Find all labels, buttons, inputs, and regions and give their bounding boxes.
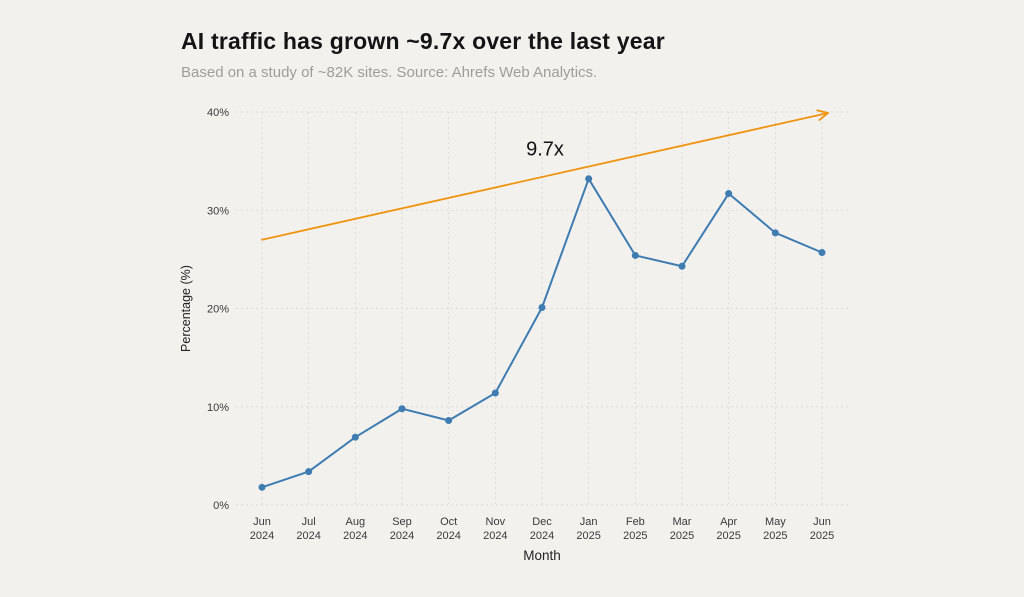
x-tick-label-month: Jun (813, 516, 831, 528)
data-point (678, 262, 686, 270)
x-tick-label-month: Nov (486, 516, 506, 528)
x-axis-label: Month (523, 548, 561, 563)
y-tick-label: 40% (207, 107, 229, 119)
data-point (398, 405, 406, 413)
x-tick-label-year: 2024 (250, 530, 274, 542)
data-point (305, 468, 313, 476)
x-tick-label-year: 2025 (576, 530, 600, 542)
x-tick-label-month: Oct (440, 516, 457, 528)
y-tick-label: 30% (207, 205, 229, 217)
data-point (445, 417, 453, 425)
x-tick-label-year: 2025 (810, 530, 834, 542)
data-point (771, 229, 779, 237)
x-tick-label-year: 2024 (390, 530, 414, 542)
y-tick-label: 0% (213, 500, 229, 512)
x-tick-label-year: 2024 (436, 530, 460, 542)
x-tick-label-month: Aug (346, 516, 366, 528)
y-tick-label: 10% (207, 402, 229, 414)
x-tick-label-month: Jan (580, 516, 598, 528)
trend-label: 9.7x (526, 138, 564, 160)
x-tick-label-year: 2025 (716, 530, 740, 542)
y-tick-label: 20% (207, 304, 229, 316)
x-tick-label-month: Mar (673, 516, 692, 528)
data-point (585, 175, 593, 183)
x-tick-label-year: 2024 (530, 530, 554, 542)
x-tick-label-month: Sep (392, 516, 412, 528)
x-tick-label-year: 2025 (670, 530, 694, 542)
x-tick-label-month: Apr (720, 516, 737, 528)
x-tick-label-year: 2025 (623, 530, 647, 542)
data-point (351, 433, 359, 441)
x-tick-label-month: Jun (253, 516, 271, 528)
chart-title: AI traffic has grown ~9.7x over the last… (181, 28, 665, 54)
data-point (725, 190, 733, 198)
data-point (258, 483, 266, 491)
x-tick-label-month: May (765, 516, 786, 528)
data-point (538, 304, 546, 312)
x-tick-label-month: Dec (532, 516, 552, 528)
data-point (631, 251, 639, 259)
data-point (491, 389, 499, 397)
x-tick-label-year: 2025 (763, 530, 787, 542)
trend-arrowhead (818, 112, 829, 121)
trend-arrowhead (816, 109, 829, 114)
x-tick-label-month: Jul (302, 516, 316, 528)
trend-line (261, 112, 829, 241)
chart-subtitle: Based on a study of ~82K sites. Source: … (181, 64, 598, 81)
x-tick-label-year: 2024 (483, 530, 507, 542)
x-tick-label-year: 2024 (296, 530, 320, 542)
y-axis-label: Percentage (%) (179, 265, 193, 352)
x-tick-label-year: 2024 (343, 530, 367, 542)
chart-header: AI traffic has grown ~9.7x over the last… (181, 28, 665, 81)
x-tick-label-month: Feb (626, 516, 645, 528)
data-point (818, 248, 826, 256)
